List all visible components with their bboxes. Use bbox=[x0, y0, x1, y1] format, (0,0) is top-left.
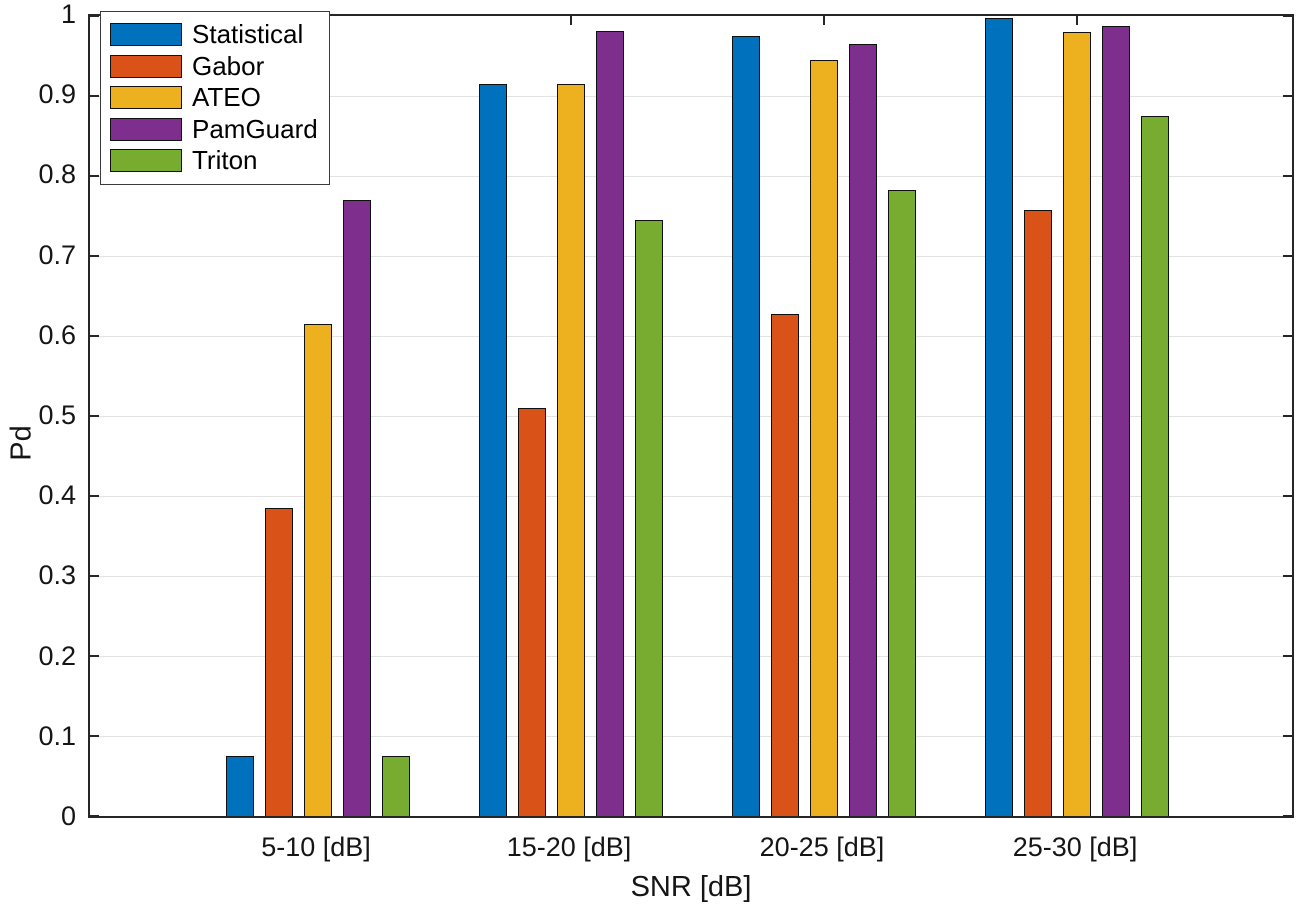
y-axis-label: Pd bbox=[5, 425, 38, 461]
y-tick-label: 0.1 bbox=[38, 720, 76, 751]
bar-statistical-3 bbox=[731, 36, 760, 816]
bar-triton-2 bbox=[634, 220, 663, 816]
y-tick bbox=[90, 655, 99, 657]
bar-pamguard-4 bbox=[1102, 25, 1131, 816]
bar-ateo-3 bbox=[809, 60, 838, 816]
bar-gabor-1 bbox=[265, 508, 294, 816]
legend-label: PamGuard bbox=[192, 113, 318, 144]
legend-item: Triton bbox=[110, 145, 321, 177]
x-tick bbox=[1076, 16, 1079, 25]
bar-pamguard-3 bbox=[848, 44, 877, 816]
y-tick bbox=[90, 175, 99, 177]
y-tick bbox=[1283, 175, 1292, 177]
y-tick bbox=[1283, 815, 1292, 817]
y-tick bbox=[90, 495, 99, 497]
bar-statistical-1 bbox=[226, 756, 255, 816]
y-tick bbox=[90, 15, 99, 17]
y-tick bbox=[1283, 575, 1292, 577]
gridline bbox=[90, 175, 1292, 177]
y-tick-label: 1 bbox=[60, 0, 76, 29]
bar-ateo-4 bbox=[1063, 32, 1092, 816]
gridline bbox=[90, 415, 1292, 417]
bar-statistical-2 bbox=[478, 84, 507, 816]
gridline bbox=[90, 735, 1292, 737]
x-category-label: 20-25 [dB] bbox=[759, 832, 885, 862]
legend-label: Gabor bbox=[192, 50, 265, 81]
y-tick bbox=[1283, 415, 1292, 417]
legend-item: PamGuard bbox=[110, 114, 321, 146]
y-tick bbox=[90, 95, 99, 97]
legend-swatch-ateo bbox=[110, 86, 182, 110]
y-tick bbox=[90, 735, 99, 737]
bar-gabor-2 bbox=[517, 408, 546, 816]
y-tick bbox=[90, 335, 99, 337]
x-category-label: 5-10 [dB] bbox=[261, 832, 371, 862]
legend-label: Statistical bbox=[192, 19, 304, 50]
x-axis-label: SNR [dB] bbox=[630, 871, 752, 903]
bar-statistical-4 bbox=[985, 18, 1014, 816]
y-tick bbox=[1283, 655, 1292, 657]
y-tick-label: 0.2 bbox=[38, 640, 76, 671]
bar-ateo-2 bbox=[556, 84, 585, 816]
legend-item: Statistical bbox=[110, 19, 321, 51]
legend-label: ATEO bbox=[192, 82, 261, 113]
bar-triton-3 bbox=[887, 189, 916, 816]
y-tick-label: 0.3 bbox=[38, 560, 76, 591]
x-category-label: 25-30 [dB] bbox=[1012, 832, 1138, 862]
y-tick bbox=[90, 415, 99, 417]
y-tick bbox=[1283, 735, 1292, 737]
bar-ateo-1 bbox=[304, 324, 333, 816]
y-tick bbox=[1283, 335, 1292, 337]
x-tick bbox=[822, 16, 825, 25]
y-tick-label: 0.5 bbox=[38, 400, 76, 430]
gridline bbox=[90, 335, 1292, 337]
y-tick bbox=[90, 815, 99, 817]
x-tick bbox=[569, 16, 572, 25]
bar-pamguard-1 bbox=[343, 200, 372, 816]
bar-gabor-4 bbox=[1024, 210, 1053, 816]
bar-gabor-3 bbox=[770, 314, 799, 816]
gridline bbox=[90, 655, 1292, 657]
y-tick-label: 0 bbox=[60, 801, 76, 831]
plot-area bbox=[88, 14, 1294, 818]
bar-triton-4 bbox=[1141, 116, 1170, 816]
x-category-label: 15-20 [dB] bbox=[506, 832, 632, 862]
bar-triton-1 bbox=[382, 756, 411, 816]
legend-item: Gabor bbox=[110, 51, 321, 83]
y-tick-label: 0.6 bbox=[38, 319, 76, 350]
legend-swatch-pamguard bbox=[110, 117, 182, 141]
legend: Statistical Gabor ATEO PamGuard Triton bbox=[100, 11, 330, 185]
y-tick-label: 0.4 bbox=[38, 480, 76, 511]
y-tick-label: 0.7 bbox=[38, 239, 76, 270]
y-tick bbox=[1283, 495, 1292, 497]
y-tick-label: 0.8 bbox=[38, 159, 76, 190]
y-tick bbox=[1283, 15, 1292, 17]
gridline bbox=[90, 575, 1292, 577]
legend-swatch-statistical bbox=[110, 23, 182, 47]
y-tick bbox=[1283, 95, 1292, 97]
y-tick bbox=[90, 255, 99, 257]
legend-item: ATEO bbox=[110, 82, 321, 114]
gridline bbox=[90, 95, 1292, 97]
gridline bbox=[90, 495, 1292, 497]
gridline bbox=[90, 255, 1292, 257]
y-tick-label: 0.9 bbox=[38, 79, 76, 110]
legend-label: Triton bbox=[192, 145, 258, 176]
y-tick bbox=[90, 575, 99, 577]
legend-swatch-triton bbox=[110, 149, 182, 173]
y-tick bbox=[1283, 255, 1292, 257]
bar-pamguard-2 bbox=[595, 31, 624, 816]
legend-swatch-gabor bbox=[110, 54, 182, 78]
